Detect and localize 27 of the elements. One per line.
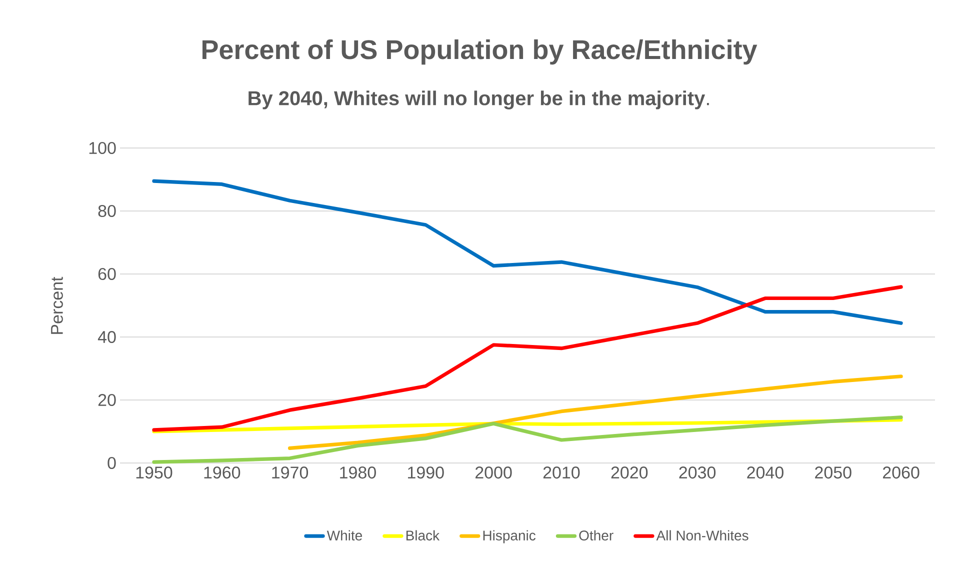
x-tick-label: 2020 bbox=[611, 466, 648, 479]
x-tick-label: 1960 bbox=[204, 466, 240, 479]
x-tick-label: 1950 bbox=[136, 466, 172, 479]
x-tick-label: 1980 bbox=[340, 466, 376, 479]
line-series bbox=[152, 416, 903, 464]
x-tick-label: 2010 bbox=[543, 466, 580, 479]
legend-label: All Non-Whites bbox=[656, 530, 748, 540]
legend-label: Black bbox=[406, 530, 440, 540]
x-tick-label: 1970 bbox=[272, 466, 308, 479]
x-tick-label: 2040 bbox=[747, 466, 784, 479]
x-tick-label: 1990 bbox=[408, 466, 444, 479]
x-tick-label: 2030 bbox=[679, 466, 716, 479]
y-tick-label: 80 bbox=[98, 204, 116, 218]
y-tick-label: 100 bbox=[89, 142, 116, 154]
legend-label: Other bbox=[579, 530, 614, 540]
x-tick-label: 2060 bbox=[883, 466, 920, 479]
chart-subtitle: By 2040, Whites will no longer be in the majority. bbox=[248, 90, 709, 110]
x-tick-label: 2000 bbox=[476, 466, 512, 479]
legend-label: White bbox=[326, 530, 362, 540]
y-tick-label: 20 bbox=[98, 394, 116, 406]
x-tick-label: 2050 bbox=[815, 466, 852, 479]
y-tick-label: 0 bbox=[108, 456, 116, 470]
chart-title: Percent of US Population by Race/Ethnicity bbox=[202, 39, 758, 65]
y-tick-label: 40 bbox=[98, 330, 116, 344]
y-axis-title: Percent bbox=[51, 276, 63, 334]
y-tick-label: 60 bbox=[98, 268, 116, 280]
legend-label: Hispanic bbox=[483, 530, 536, 544]
